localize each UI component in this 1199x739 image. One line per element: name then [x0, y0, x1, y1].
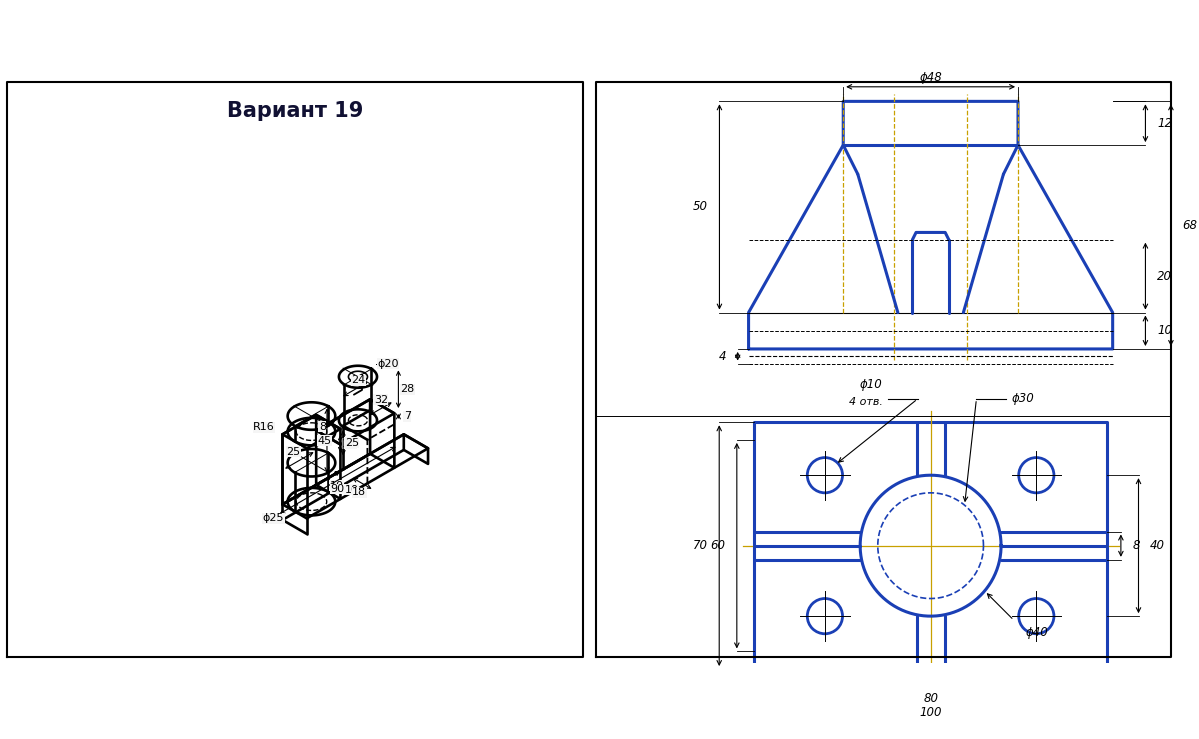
Text: 24: 24	[351, 375, 366, 386]
Text: 10: 10	[330, 481, 343, 491]
Text: 4: 4	[718, 350, 725, 363]
Text: 60: 60	[710, 539, 725, 552]
Text: 80: 80	[923, 692, 938, 705]
Text: 8: 8	[1133, 539, 1140, 552]
Text: 12: 12	[1157, 117, 1173, 130]
Text: ϕ30: ϕ30	[1012, 392, 1035, 406]
Text: 45: 45	[317, 435, 331, 446]
Text: ϕ25: ϕ25	[263, 514, 284, 523]
Text: ϕ20: ϕ20	[376, 358, 398, 369]
Text: ϕ10: ϕ10	[860, 378, 882, 391]
Text: 90: 90	[331, 484, 345, 494]
Text: 50: 50	[693, 200, 707, 214]
Text: 32: 32	[374, 395, 388, 405]
Text: 8: 8	[319, 422, 326, 432]
Text: 100: 100	[920, 706, 942, 719]
Text: 4 отв.: 4 отв.	[849, 397, 882, 406]
Text: Вариант 19: Вариант 19	[227, 101, 363, 121]
Text: 70: 70	[693, 539, 707, 552]
Text: 20: 20	[1157, 270, 1173, 282]
Text: ϕ40: ϕ40	[1025, 626, 1048, 639]
Text: 28: 28	[400, 384, 415, 394]
Text: 15: 15	[342, 439, 356, 449]
Text: 10: 10	[345, 485, 359, 494]
Text: 10: 10	[1157, 324, 1173, 337]
Text: 7: 7	[404, 412, 411, 421]
Text: 18: 18	[353, 487, 366, 497]
Text: ϕ48: ϕ48	[920, 72, 942, 84]
Text: R16: R16	[253, 422, 275, 432]
Text: 25: 25	[345, 438, 359, 448]
Text: 25: 25	[287, 446, 301, 457]
Text: 68: 68	[1182, 219, 1198, 231]
Text: 40: 40	[1150, 539, 1165, 552]
